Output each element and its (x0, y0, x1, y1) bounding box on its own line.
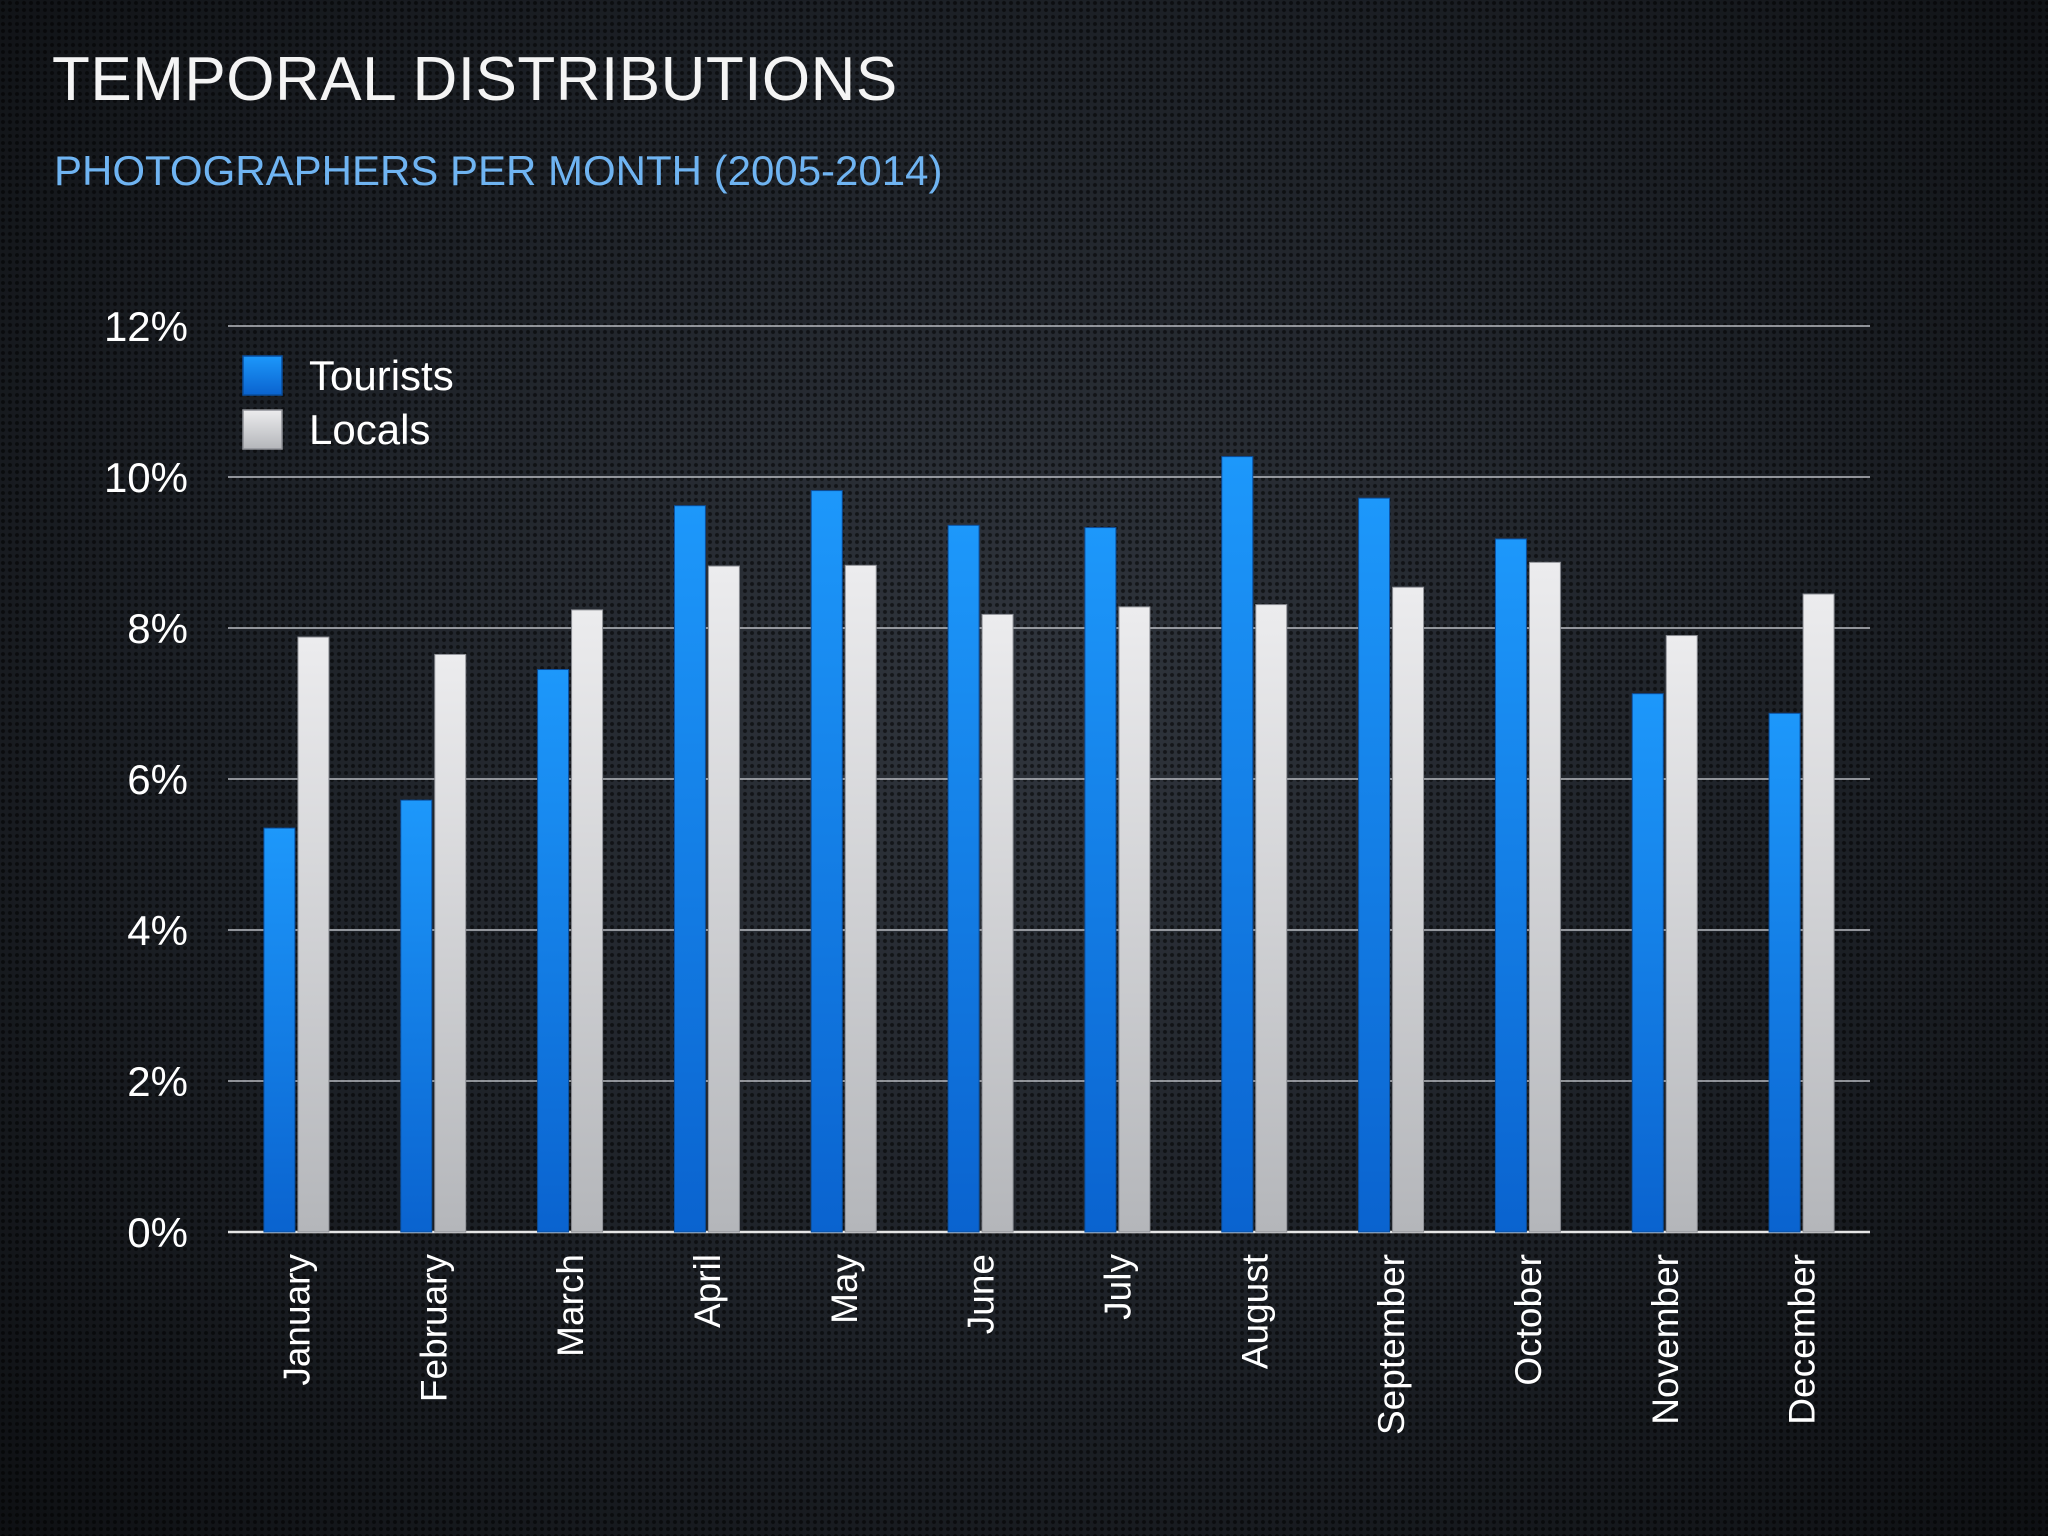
bar-locals (1255, 604, 1288, 1233)
bar-tourists (1768, 712, 1801, 1233)
bar-locals (707, 565, 740, 1233)
bar-locals (571, 609, 604, 1233)
slide-subtitle: PHOTOGRAPHERS PER MONTH (2005-2014) (54, 147, 943, 194)
bars (263, 456, 1835, 1233)
x-tick-label: September (1371, 1254, 1412, 1435)
bar-locals (1665, 635, 1698, 1233)
bar-tourists (1221, 456, 1254, 1233)
bar-locals (1392, 586, 1425, 1233)
x-tick-label: October (1508, 1254, 1549, 1386)
bar-tourists (263, 827, 296, 1233)
bar-locals (981, 613, 1014, 1233)
x-tick-label: May (824, 1254, 865, 1324)
bar-tourists (1494, 538, 1527, 1233)
bar-locals (434, 653, 467, 1233)
bar-tourists (537, 669, 570, 1233)
legend-label-locals: Locals (309, 406, 430, 453)
y-tick-label: 0% (127, 1209, 188, 1256)
legend-swatch-locals (242, 409, 283, 450)
x-tick-label: January (276, 1254, 317, 1386)
gridlines (228, 325, 1870, 1234)
slide-title: TEMPORAL DISTRIBUTIONS (52, 45, 898, 114)
bar-tourists (400, 799, 433, 1233)
bar-tourists (947, 524, 980, 1233)
y-tick-label: 2% (127, 1058, 188, 1105)
bar-locals (1528, 561, 1561, 1233)
bar-tourists (810, 490, 843, 1233)
y-tick-label: 10% (104, 454, 188, 501)
x-tick-label: February (413, 1254, 454, 1403)
x-tick-label: July (1097, 1254, 1138, 1320)
bar-locals (1802, 593, 1835, 1233)
legend-label-tourists: Tourists (309, 352, 454, 399)
legend-swatch-tourists (242, 355, 283, 396)
x-tick-label: April (687, 1254, 728, 1328)
bar-locals (297, 636, 330, 1233)
x-tick-label: December (1782, 1254, 1823, 1425)
bar-tourists (1084, 527, 1117, 1233)
x-tick-label: November (1645, 1254, 1686, 1425)
axis-labels: 0% 2% 4% 6% 8% 10% 12% January February March Apri… (104, 303, 1823, 1435)
bar-locals (844, 564, 877, 1233)
bar-tourists (1358, 497, 1391, 1233)
y-tick-label: 6% (127, 756, 188, 803)
x-tick-label: June (961, 1254, 1002, 1334)
legend: Tourists Locals (242, 352, 454, 453)
x-tick-label: August (1234, 1253, 1275, 1369)
y-tick-label: 4% (127, 907, 188, 954)
bar-tourists (673, 505, 706, 1233)
y-tick-label: 12% (104, 303, 188, 350)
bar-locals (1118, 606, 1151, 1233)
bar-tourists (1631, 693, 1664, 1233)
x-tick-label: March (550, 1254, 591, 1357)
y-tick-label: 8% (127, 605, 188, 652)
